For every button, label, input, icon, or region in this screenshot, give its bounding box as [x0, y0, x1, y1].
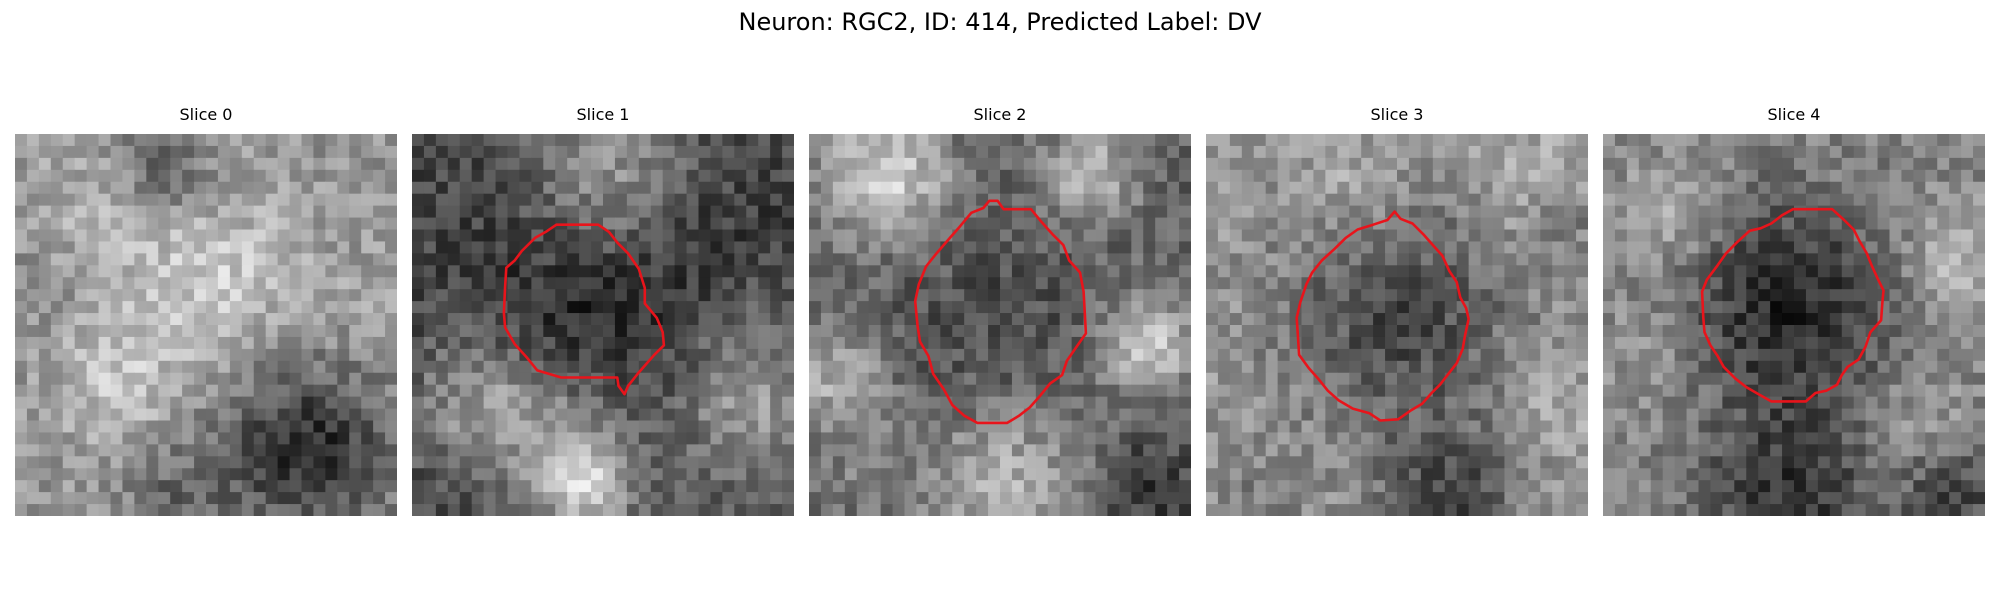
slice-panel-3: Slice 3 [1206, 104, 1588, 516]
slice-image-4 [1603, 134, 1985, 516]
slice-image-3 [1206, 134, 1588, 516]
slice-panel-1: Slice 1 [412, 104, 794, 516]
slice-image-0 [15, 134, 397, 516]
slice-panel-0: Slice 0 [15, 104, 397, 516]
slice-title-2: Slice 2 [809, 104, 1191, 126]
slice-title-0: Slice 0 [15, 104, 397, 126]
slice-title-4: Slice 4 [1603, 104, 1985, 126]
slice-title-3: Slice 3 [1206, 104, 1588, 126]
slice-title-1: Slice 1 [412, 104, 794, 126]
figure-title: Neuron: RGC2, ID: 414, Predicted Label: … [0, 6, 2000, 38]
slice-image-1 [412, 134, 794, 516]
slice-panel-2: Slice 2 [809, 104, 1191, 516]
slice-panel-4: Slice 4 [1603, 104, 1985, 516]
slice-image-2 [809, 134, 1191, 516]
